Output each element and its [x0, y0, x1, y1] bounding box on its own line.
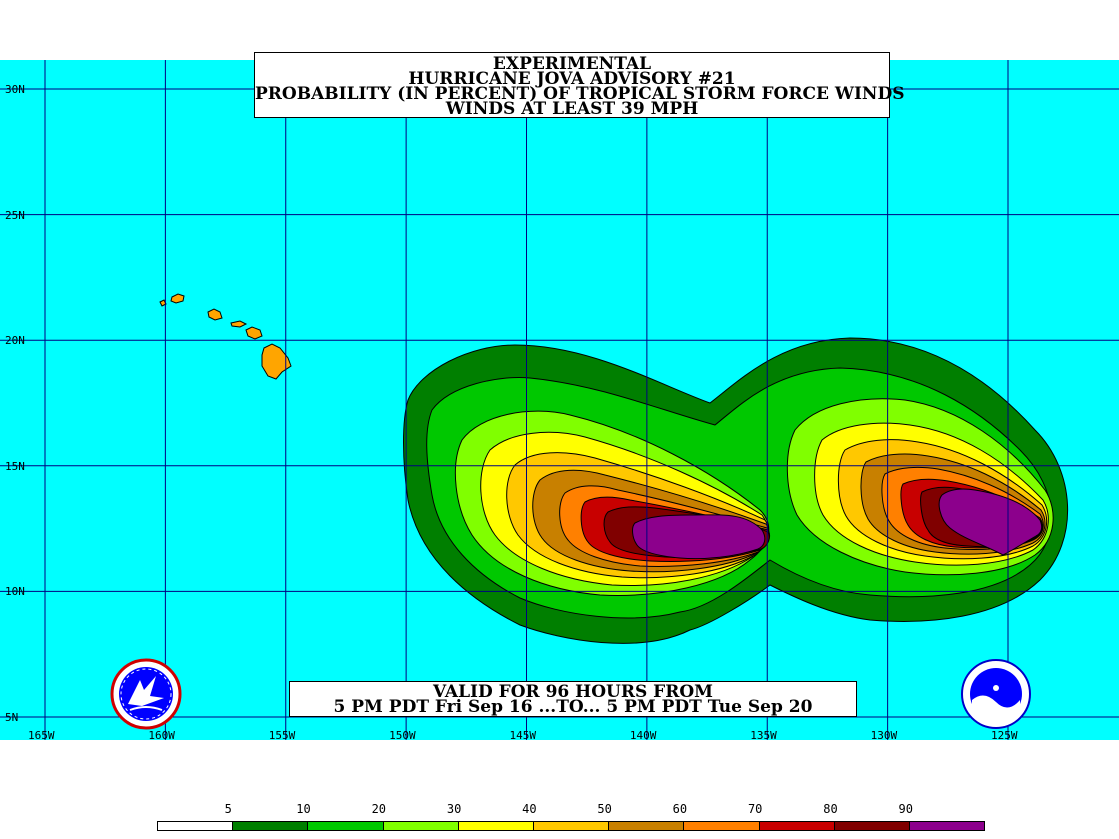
legend-label: 10: [296, 802, 311, 816]
lat-label: 25N: [5, 208, 25, 222]
legend-swatch: [158, 822, 234, 830]
island-molokai: [230, 320, 248, 328]
legend-label: 90: [898, 802, 913, 816]
lat-label: 30N: [5, 83, 25, 96]
lon-label: 160W: [148, 729, 175, 742]
legend-label: 30: [446, 802, 462, 816]
legend-color-bar: [157, 821, 985, 831]
hawaiian-islands: [159, 293, 292, 380]
legend-label: 40: [522, 802, 537, 816]
title-line-2: HURRICANE JOVA ADVISORY #21: [408, 69, 736, 89]
probability-contours: [403, 337, 1068, 644]
legend-swatch: [458, 822, 534, 830]
contour-90-left: [632, 514, 766, 560]
contour-90-right: [938, 488, 1043, 556]
island-big-island: [261, 343, 292, 380]
lat-label: 20N: [5, 334, 25, 348]
title-line-1: EXPERIMENTAL: [492, 54, 652, 74]
valid-period-box: VALID FOR 96 HOURS FROM 5 PM PDT Fri Sep…: [289, 681, 857, 717]
legend-swatch: [609, 822, 685, 830]
legend-label: 80: [823, 802, 838, 816]
legend-label: 5: [224, 802, 232, 816]
legend-label: 50: [597, 802, 612, 816]
lat-label: 15N: [5, 459, 25, 473]
lon-label: 155W: [268, 729, 296, 742]
island-kauai: [170, 293, 185, 304]
valid-line-2: 5 PM PDT Fri Sep 16 ...TO... 5 PM PDT Tu…: [333, 697, 813, 717]
lon-label: 140W: [629, 729, 657, 742]
noaa-logo-icon: [961, 659, 1031, 729]
island-maui: [245, 326, 263, 340]
title-line-4: WINDS AT LEAST 39 MPH: [445, 99, 699, 119]
lon-label: 150W: [389, 729, 416, 742]
legend-label: 20: [371, 802, 387, 816]
title-box: EXPERIMENTAL HURRICANE JOVA ADVISORY #21…: [254, 52, 905, 119]
island-niihau: [159, 299, 167, 307]
legend-swatch: [308, 822, 384, 830]
lat-label: 10N: [5, 585, 25, 599]
legend-swatch: [684, 822, 760, 830]
lon-label: 145W: [509, 729, 537, 742]
lon-label: 125W: [991, 729, 1018, 742]
legend-label: 70: [747, 802, 763, 816]
legend-swatch: [383, 822, 459, 830]
lon-label: 135W: [750, 729, 777, 742]
title-line-3: PROBABILITY (IN PERCENT) OF TROPICAL STO…: [255, 84, 905, 104]
legend-swatch: [233, 822, 309, 830]
legend-swatch: [533, 822, 610, 830]
nws-logo-icon: [110, 658, 182, 730]
legend-swatch: [909, 822, 985, 830]
legend-swatch: [834, 822, 910, 830]
valid-line-1: VALID FOR 96 HOURS FROM: [433, 682, 713, 702]
lon-label: 130W: [870, 729, 898, 742]
lon-label: 165W: [28, 729, 55, 742]
legend-swatch: [759, 822, 835, 830]
island-oahu: [207, 308, 223, 321]
lat-label: 5N: [5, 711, 19, 724]
legend-label: 60: [672, 802, 688, 816]
